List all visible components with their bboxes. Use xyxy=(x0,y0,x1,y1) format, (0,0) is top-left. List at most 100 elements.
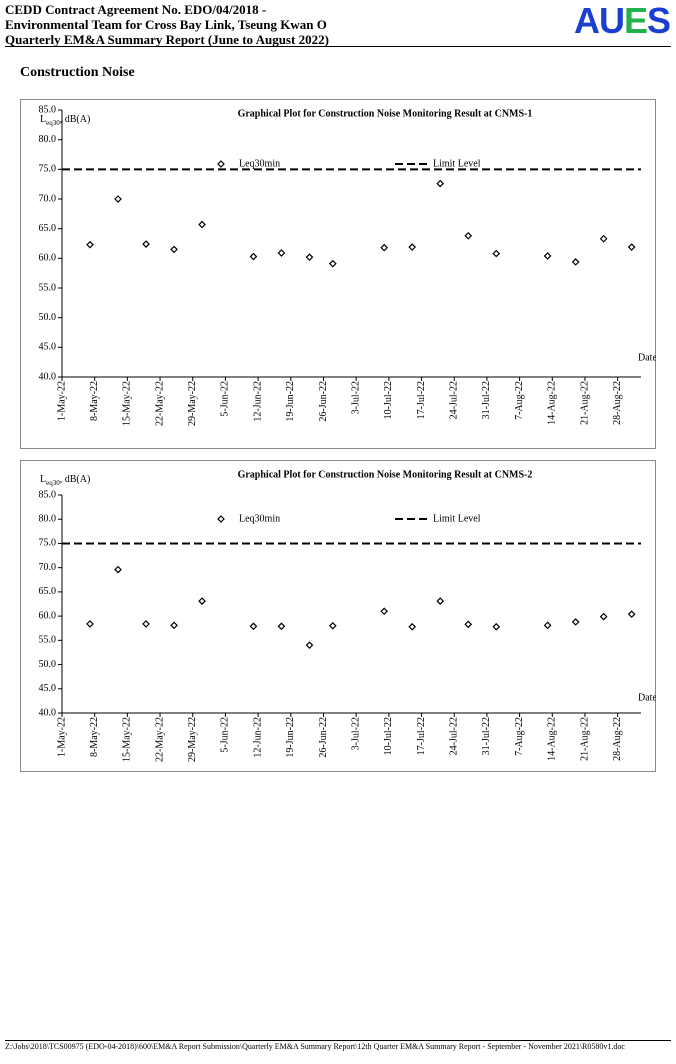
x-tick-label: 29-May-22 xyxy=(187,717,198,762)
legend-marker xyxy=(217,160,225,168)
section-title: Construction Noise xyxy=(20,65,135,80)
y-tick-label: 80.0 xyxy=(39,514,57,525)
data-point xyxy=(492,622,501,631)
y-tick-label: 85.0 xyxy=(39,104,57,115)
footer: Z:\Jobs\2018\TCS00975 (EDO-04-2018)\600\… xyxy=(5,1042,625,1051)
data-point xyxy=(571,618,580,626)
header-line: CEDD Contract Agreement No. EDO/04/2018 … xyxy=(5,2,267,17)
data-point xyxy=(492,249,501,258)
y-tick-label: 65.0 xyxy=(39,586,57,597)
logo-part: E xyxy=(623,0,648,41)
chart-title: Graphical Plot for Construction Noise Mo… xyxy=(238,108,533,119)
y-tick-label: 45.0 xyxy=(39,683,57,694)
y-tick-label: 70.0 xyxy=(39,562,57,573)
y-tick-label: 65.0 xyxy=(39,223,57,234)
x-tick-label: 29-May-22 xyxy=(187,381,198,426)
x-tick-label: 22-May-22 xyxy=(154,717,165,762)
data-point xyxy=(86,620,94,628)
logo-part: AU xyxy=(573,0,625,41)
x-tick-label: 24-Jul-22 xyxy=(449,381,460,419)
x-axis-label: Date xyxy=(638,352,656,363)
y-tick-label: 45.0 xyxy=(39,342,57,353)
y-axis-label: Leq30, dB(A) xyxy=(40,114,90,126)
y-tick-label: 50.0 xyxy=(39,312,57,323)
y-tick-label: 75.0 xyxy=(39,164,57,175)
footer-rule xyxy=(5,1040,671,1041)
y-label-part: L xyxy=(40,474,46,485)
x-tick-label: 17-Jul-22 xyxy=(416,381,427,419)
x-tick-label: 17-Jul-22 xyxy=(416,717,427,755)
x-tick-label: 24-Jul-22 xyxy=(449,717,460,755)
x-axis-label: Date xyxy=(638,692,656,703)
data-point xyxy=(277,249,286,257)
data-point xyxy=(142,240,150,248)
y-label-part: eq30 xyxy=(46,479,60,487)
y-tick-label: 60.0 xyxy=(39,253,57,264)
data-point xyxy=(599,234,608,243)
data-point xyxy=(408,243,417,251)
data-point xyxy=(464,231,473,240)
y-tick-label: 55.0 xyxy=(39,282,57,293)
data-point xyxy=(571,258,580,266)
x-tick-label: 21-Aug-22 xyxy=(579,717,590,761)
y-tick-label: 60.0 xyxy=(39,610,57,621)
data-point xyxy=(436,597,445,605)
chart: Graphical Plot for Construction Noise Mo… xyxy=(20,99,656,449)
x-tick-label: 26-Jun-22 xyxy=(318,381,329,422)
y-tick-label: 80.0 xyxy=(39,134,57,145)
data-point xyxy=(627,243,636,251)
x-tick-label: 7-Aug-22 xyxy=(514,717,525,756)
chart-title: Graphical Plot for Construction Noise Mo… xyxy=(238,469,533,480)
x-tick-label: 10-Jul-22 xyxy=(383,381,394,419)
x-tick-label: 8-May-22 xyxy=(89,381,100,421)
logo: AUES xyxy=(573,0,671,42)
y-tick-label: 55.0 xyxy=(39,635,57,646)
x-tick-label: 28-Aug-22 xyxy=(612,381,623,425)
chart: Graphical Plot for Construction Noise Mo… xyxy=(20,460,656,772)
x-tick-label: 26-Jun-22 xyxy=(318,717,329,758)
y-tick-label: 85.0 xyxy=(39,489,57,500)
y-label-part: L xyxy=(40,114,46,125)
x-tick-label: 5-Jun-22 xyxy=(220,717,231,753)
data-point xyxy=(436,179,445,188)
x-tick-label: 19-Jun-22 xyxy=(285,717,296,758)
y-axis-label: Leq30, dB(A) xyxy=(40,474,90,486)
x-tick-label: 8-May-22 xyxy=(89,717,100,757)
x-tick-label: 14-Aug-22 xyxy=(547,717,558,761)
x-tick-label: 1-May-22 xyxy=(56,717,67,757)
data-point xyxy=(114,195,122,203)
x-tick-label: 10-Jul-22 xyxy=(383,717,394,755)
x-tick-label: 21-Aug-22 xyxy=(579,381,590,425)
x-tick-label: 22-May-22 xyxy=(154,381,165,426)
data-point xyxy=(464,620,473,629)
data-point xyxy=(627,610,636,619)
data-point xyxy=(86,240,94,249)
data-point xyxy=(543,621,552,630)
x-tick-label: 1-May-22 xyxy=(56,381,67,421)
legend-label: Leq30min xyxy=(239,513,280,524)
x-tick-label: 14-Aug-22 xyxy=(547,381,558,425)
data-point xyxy=(599,612,608,621)
legend-label: Leq30min xyxy=(239,158,280,169)
header: CEDD Contract Agreement No. EDO/04/2018 … xyxy=(5,2,329,47)
x-tick-label: 15-May-22 xyxy=(122,381,133,426)
x-tick-label: 5-Jun-22 xyxy=(220,381,231,417)
x-tick-label: 3-Jul-22 xyxy=(350,717,361,750)
x-tick-label: 28-Aug-22 xyxy=(612,717,623,761)
data-point xyxy=(380,243,389,252)
chart-border xyxy=(20,460,656,772)
y-tick-label: 40.0 xyxy=(39,707,57,718)
x-tick-label: 15-May-22 xyxy=(122,717,133,762)
legend-marker xyxy=(217,515,225,523)
data-point xyxy=(170,621,178,630)
data-point xyxy=(408,622,417,631)
data-point xyxy=(249,622,258,631)
y-tick-label: 75.0 xyxy=(39,538,57,549)
header-line: Environmental Team for Cross Bay Link, T… xyxy=(5,17,327,32)
data-point xyxy=(198,220,206,229)
data-point xyxy=(198,597,206,605)
data-point xyxy=(249,252,258,261)
x-tick-label: 3-Jul-22 xyxy=(350,381,361,414)
data-point xyxy=(305,253,314,261)
